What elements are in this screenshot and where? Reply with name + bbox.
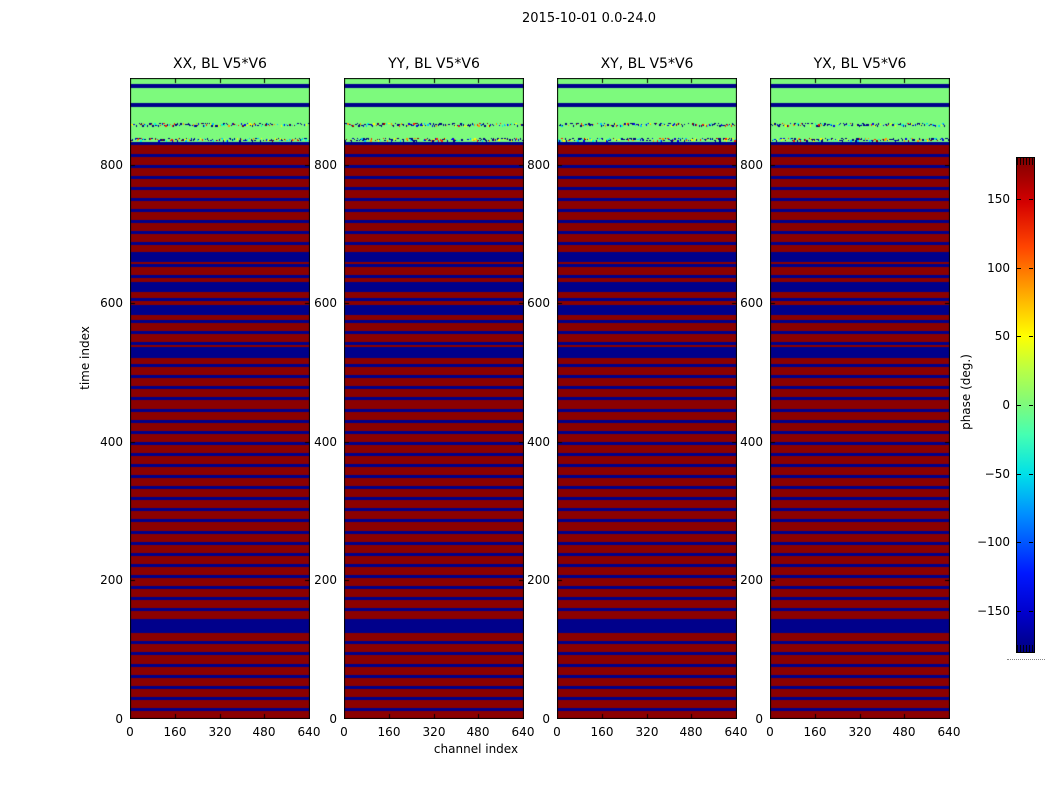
x-tick-label: 0: [340, 725, 348, 739]
colorbar-tick-mark: [1029, 474, 1033, 475]
y-tick-label: 200: [527, 573, 550, 587]
colorbar-tick-label: −100: [977, 535, 1010, 549]
y-tick-label: 0: [329, 712, 337, 726]
x-tick-label: 480: [466, 725, 490, 739]
panel-title-xx: XX, BL V5*V6: [173, 56, 267, 72]
colorbar-tick-mark: [1017, 405, 1021, 406]
y-tick-label: 600: [314, 296, 337, 310]
x-tick-label: 160: [377, 725, 401, 739]
colorbar-tick-mark: [1029, 542, 1033, 543]
colorbar-top-hatch: [1017, 158, 1034, 165]
y-tick-label: 800: [740, 158, 763, 172]
colorbar-tick-mark: [1017, 611, 1021, 612]
panel-title-yy: YY, BL V5*V6: [388, 56, 480, 72]
x-tick-label: 320: [422, 725, 446, 739]
colorbar-dotted-line: [1007, 659, 1045, 660]
colorbar-tick-label: −150: [977, 604, 1010, 618]
y-tick-label: 200: [740, 573, 763, 587]
x-tick-label: 320: [208, 725, 232, 739]
colorbar-tick-label: 150: [987, 192, 1010, 206]
colorbar-tick-label: 100: [987, 261, 1010, 275]
x-tick-label: 0: [553, 725, 561, 739]
colorbar-tick-mark: [1017, 542, 1021, 543]
x-tick-label: 480: [892, 725, 916, 739]
y-tick-label: 0: [755, 712, 763, 726]
y-tick-label: 0: [115, 712, 123, 726]
colorbar: [1016, 157, 1035, 653]
x-axis-label: channel index: [433, 742, 519, 756]
heatmap-panel-yx: [770, 78, 950, 719]
x-tick-label: 640: [724, 725, 748, 739]
x-tick-label: 640: [297, 725, 321, 739]
y-tick-label: 400: [100, 435, 123, 449]
colorbar-tick-label: 50: [994, 329, 1010, 343]
heatmap-panel-xy: [557, 78, 737, 719]
y-axis-label: time index: [78, 326, 92, 390]
y-tick-label: 800: [527, 158, 550, 172]
x-tick-label: 0: [766, 725, 774, 739]
x-tick-label: 480: [679, 725, 703, 739]
colorbar-tick-mark: [1017, 474, 1021, 475]
x-tick-label: 160: [590, 725, 614, 739]
y-tick-label: 200: [314, 573, 337, 587]
panel-title-xy: XY, BL V5*V6: [600, 56, 694, 72]
heatmap-panel-yy: [344, 78, 524, 719]
y-tick-label: 600: [527, 296, 550, 310]
colorbar-tick-mark: [1017, 268, 1021, 269]
y-tick-label: 0: [542, 712, 550, 726]
colorbar-tick-mark: [1017, 199, 1021, 200]
colorbar-bottom-hatch: [1017, 645, 1034, 652]
y-tick-label: 400: [314, 435, 337, 449]
x-tick-label: 640: [511, 725, 535, 739]
x-tick-label: 320: [635, 725, 659, 739]
figure-title: 2015-10-01 0.0-24.0: [522, 11, 656, 26]
y-tick-label: 600: [740, 296, 763, 310]
panel-title-yx: YX, BL V5*V6: [813, 56, 907, 72]
y-tick-label: 400: [527, 435, 550, 449]
y-tick-label: 600: [100, 296, 123, 310]
colorbar-tick-mark: [1029, 199, 1033, 200]
colorbar-tick-mark: [1029, 405, 1033, 406]
colorbar-tick-mark: [1017, 336, 1021, 337]
y-tick-label: 800: [100, 158, 123, 172]
colorbar-tick-mark: [1029, 268, 1033, 269]
x-tick-label: 160: [803, 725, 827, 739]
colorbar-tick-label: 0: [1002, 398, 1010, 412]
colorbar-tick-mark: [1029, 336, 1033, 337]
x-tick-label: 160: [163, 725, 187, 739]
colorbar-tick-label: −50: [984, 467, 1010, 481]
heatmap-panel-xx: [130, 78, 310, 719]
x-tick-label: 320: [848, 725, 872, 739]
y-tick-label: 200: [100, 573, 123, 587]
y-tick-label: 400: [740, 435, 763, 449]
colorbar-label: phase (deg.): [959, 354, 973, 430]
x-tick-label: 0: [126, 725, 134, 739]
colorbar-tick-mark: [1029, 611, 1033, 612]
x-tick-label: 640: [937, 725, 961, 739]
x-tick-label: 480: [252, 725, 276, 739]
y-tick-label: 800: [314, 158, 337, 172]
